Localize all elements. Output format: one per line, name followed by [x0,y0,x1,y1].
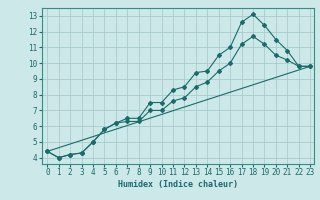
X-axis label: Humidex (Indice chaleur): Humidex (Indice chaleur) [118,180,237,189]
